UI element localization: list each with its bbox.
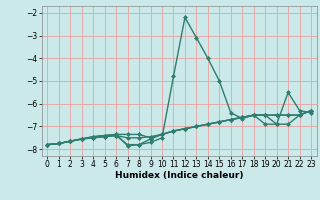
X-axis label: Humidex (Indice chaleur): Humidex (Indice chaleur) (115, 171, 244, 180)
